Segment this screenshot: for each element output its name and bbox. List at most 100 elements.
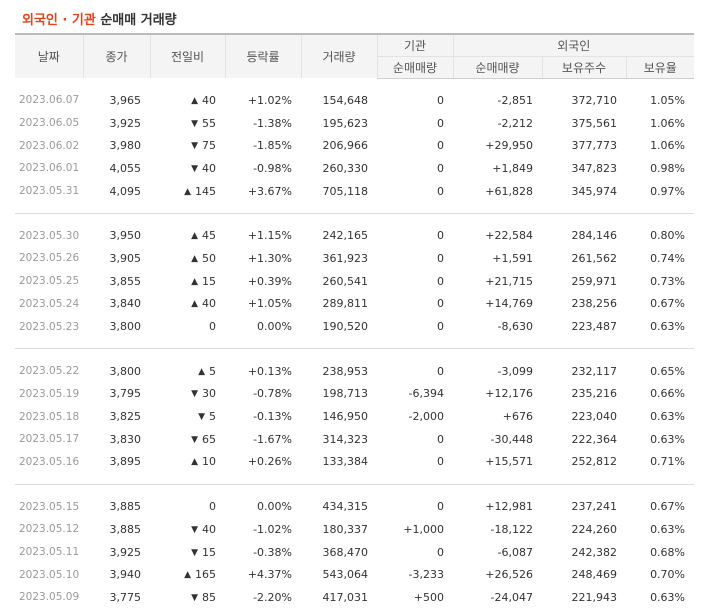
table-row: 2023.06.07 3,965 ▲ 40 +1.02% 154,648 0 -2,851 37… (15, 89, 694, 112)
cell-rate: -1.67% (253, 432, 292, 446)
cell-date: 2023.05.23 (19, 320, 80, 333)
cell-date: 2023.05.25 (19, 275, 80, 288)
cell-rate: -0.38% (253, 545, 292, 559)
cell-foreign-holdings: 235,216 (571, 387, 618, 401)
header-foreign-ratio: 보유율 (625, 55, 695, 79)
cell-foreign-holdings: 345,974 (571, 184, 618, 198)
cell-change-value: 30 (202, 387, 216, 401)
cell-close: 3,905 (109, 251, 142, 265)
row-spacer (15, 78, 694, 89)
section-title: 외국인 · 기관 순매매 거래량 (22, 9, 177, 29)
cell-foreign-ratio: 0.70% (650, 568, 686, 582)
cell-rate: -0.13% (253, 410, 292, 424)
cell-foreign-net: +676 (502, 410, 533, 424)
header-change: 전일비 (149, 33, 225, 78)
cell-change: ▼ 15 (150, 541, 225, 564)
cell-change-value: 40 (202, 161, 216, 175)
triangle-up-icon: ▲ (191, 299, 198, 310)
cell-change: ▼ 55 (150, 112, 225, 135)
cell-volume: 543,064 (322, 568, 369, 582)
cell-institution-net: 0 (437, 320, 444, 334)
header-foreign-group: 외국인 (452, 33, 695, 56)
cell-foreign-ratio: 0.73% (650, 274, 686, 288)
cell-rate: +1.15% (247, 229, 292, 243)
table-row: 2023.05.19 3,795 ▼ 30 -0.78% 198,713 -6,394 +12… (15, 383, 694, 406)
cell-foreign-holdings: 223,040 (571, 410, 618, 424)
section-title-foreign-inst: 외국인 · 기관 (22, 13, 96, 28)
triangle-down-icon: ▼ (191, 141, 198, 152)
cell-volume: 133,384 (322, 455, 369, 469)
cell-rate: 0.00% (257, 500, 292, 514)
cell-date: 2023.05.31 (19, 185, 80, 198)
cell-rate: -1.85% (253, 139, 292, 153)
cell-foreign-holdings: 284,146 (571, 229, 618, 243)
cell-foreign-holdings: 372,710 (571, 93, 618, 107)
cell-close: 3,800 (109, 364, 142, 378)
cell-close: 3,825 (109, 410, 142, 424)
cell-institution-net: -2,000 (408, 410, 444, 424)
cell-change: ▲ 10 (150, 451, 225, 474)
cell-foreign-net: -18,122 (490, 522, 533, 536)
row-spacer (15, 349, 694, 360)
cell-change: ▼ 75 (150, 134, 225, 157)
cell-rate: +3.67% (247, 184, 292, 198)
cell-foreign-ratio: 0.68% (650, 545, 686, 559)
cell-date: 2023.05.16 (19, 455, 80, 468)
cell-foreign-ratio: 0.98% (650, 161, 686, 175)
cell-foreign-net: -2,851 (497, 93, 533, 107)
cell-date: 2023.05.24 (19, 297, 80, 310)
cell-change-value: 40 (202, 297, 216, 311)
table-row: 2023.06.02 3,980 ▼ 75 -1.85% 206,966 0 +29,950 3… (15, 134, 694, 157)
cell-date: 2023.05.09 (19, 591, 80, 604)
cell-rate: +0.26% (247, 455, 292, 469)
cell-foreign-ratio: 1.06% (650, 116, 686, 130)
section-title-volume: 순매매 거래량 (95, 13, 177, 28)
cell-foreign-net: +12,176 (485, 387, 533, 401)
cell-foreign-net: -6,087 (497, 545, 533, 559)
cell-foreign-net: +1,591 (492, 251, 533, 265)
cell-foreign-net: +21,715 (485, 274, 533, 288)
row-spacer (15, 484, 694, 495)
table-row: 2023.05.26 3,905 ▲ 50 +1.30% 361,923 0 +1,591 26… (15, 247, 694, 270)
header-close: 종가 (82, 33, 150, 78)
cell-close: 3,795 (109, 387, 142, 401)
triangle-up-icon: ▲ (191, 457, 198, 468)
cell-change-value: 45 (202, 229, 216, 243)
cell-volume: 154,648 (322, 93, 369, 107)
cell-volume: 146,950 (322, 410, 369, 424)
cell-change: ▲ 15 (150, 270, 225, 293)
cell-change-value: 75 (202, 139, 216, 153)
cell-foreign-net: -2,212 (497, 116, 533, 130)
cell-foreign-ratio: 0.71% (650, 455, 686, 469)
header-institution-net: 순매매량 (376, 55, 453, 79)
cell-foreign-holdings: 238,256 (571, 297, 618, 311)
cell-foreign-holdings: 252,812 (571, 455, 618, 469)
cell-rate: +0.39% (247, 274, 292, 288)
cell-change: ▲ 5 (150, 360, 225, 383)
cell-date: 2023.06.05 (19, 117, 80, 130)
cell-institution-net: -3,233 (408, 568, 444, 582)
header-row-sub: 순매매량 순매매량 보유주수 보유율 (15, 55, 695, 79)
cell-close: 3,775 (109, 590, 142, 604)
cell-foreign-ratio: 0.63% (650, 590, 686, 604)
cell-institution-net: +500 (413, 590, 444, 604)
table-row: 2023.05.09 3,775 ▼ 85 -2.20% 417,031 +500 -24,0… (15, 586, 694, 609)
cell-volume: 198,713 (322, 387, 369, 401)
header-date: 날짜 (15, 33, 83, 78)
triangle-down-icon: ▼ (191, 524, 198, 535)
cell-close: 3,840 (109, 297, 142, 311)
triangle-up-icon: ▲ (191, 95, 198, 106)
cell-close: 3,895 (109, 455, 142, 469)
cell-institution-net: 0 (437, 545, 444, 559)
cell-change: ▼ 5 (150, 405, 225, 428)
cell-change-value: 40 (202, 522, 216, 536)
cell-change: 0 (150, 315, 225, 338)
cell-date: 2023.05.10 (19, 568, 80, 581)
table-row: 2023.05.31 4,095 ▲ 145 +3.67% 705,118 0 +61,828… (15, 180, 694, 203)
triangle-up-icon: ▲ (184, 186, 191, 197)
cell-foreign-holdings: 221,943 (571, 590, 618, 604)
cell-change: ▲ 45 (150, 224, 225, 247)
cell-change-value: 55 (202, 116, 216, 130)
cell-foreign-holdings: 377,773 (571, 139, 618, 153)
triangle-down-icon: ▼ (191, 389, 198, 400)
